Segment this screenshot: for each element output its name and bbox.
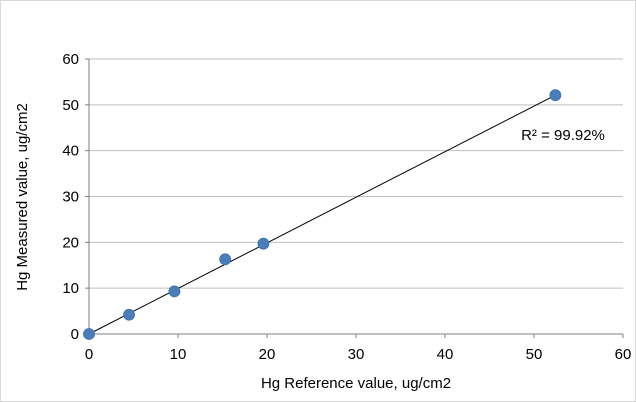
x-tick-label-0: 0 — [85, 346, 93, 363]
y-axis-title: Hg Measured value, ug/cm2 — [14, 103, 31, 291]
x-axis-title: Hg Reference value, ug/cm2 — [261, 375, 451, 392]
data-point-3 — [219, 253, 232, 266]
y-tick-label-10: 10 — [62, 280, 79, 297]
x-tick-label-30: 30 — [348, 346, 365, 363]
data-points — [83, 89, 562, 340]
x-tick-label-50: 50 — [526, 346, 543, 363]
y-tick-label-40: 40 — [62, 143, 79, 160]
y-tick-label-50: 50 — [62, 97, 79, 114]
trendline-layer — [88, 94, 556, 335]
gridlines — [89, 58, 623, 289]
axes — [85, 58, 624, 338]
y-tick-label-60: 60 — [62, 51, 79, 68]
r-squared-annotation: R² = 99.92% — [521, 127, 605, 144]
y-tick-label-0: 0 — [71, 326, 79, 343]
y-tick-label-30: 30 — [62, 189, 79, 206]
x-tick-label-20: 20 — [259, 346, 276, 363]
data-point-2 — [168, 285, 181, 298]
x-tick-label-40: 40 — [437, 346, 454, 363]
y-tick-label-20: 20 — [62, 234, 79, 251]
data-point-0 — [83, 328, 95, 340]
x-tick-label-60: 60 — [615, 346, 632, 363]
trendline — [88, 94, 556, 335]
data-point-4 — [257, 237, 270, 250]
data-point-1 — [123, 308, 135, 321]
data-point-5 — [549, 89, 562, 102]
tick-labels: 0 10 20 30 40 50 60 0 10 20 30 40 50 60 — [62, 51, 631, 363]
x-tick-label-10: 10 — [170, 346, 187, 363]
